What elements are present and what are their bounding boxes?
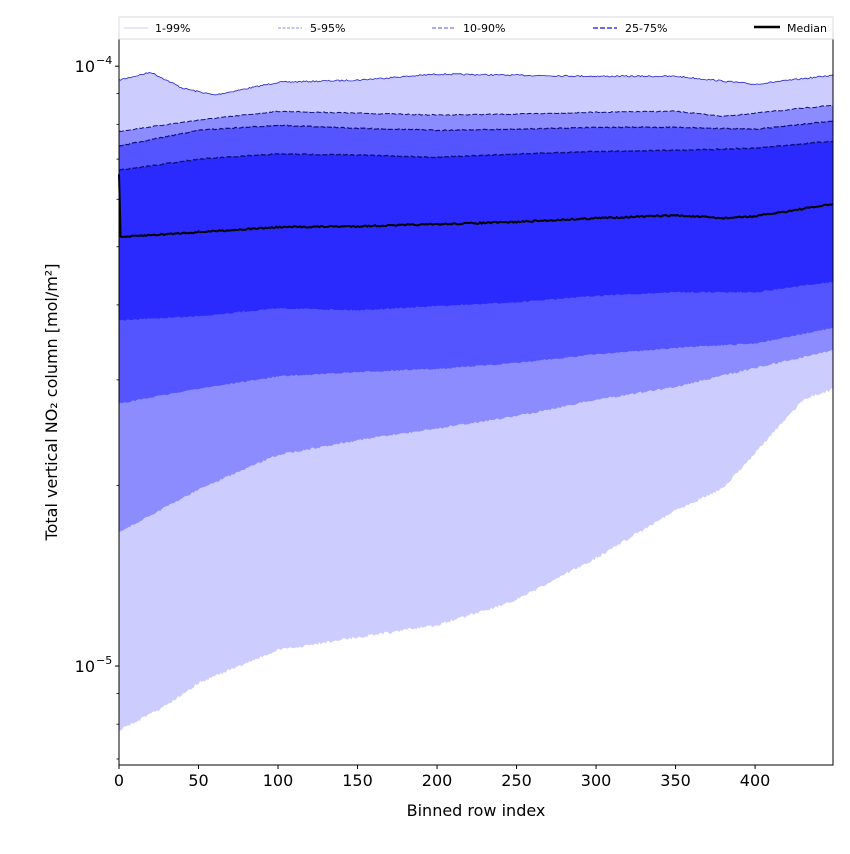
- y-axis: 10−410−5: [75, 54, 119, 760]
- x-tick-label: 50: [188, 771, 208, 790]
- x-tick-label: 300: [581, 771, 612, 790]
- x-tick-label: 0: [114, 771, 124, 790]
- legend-label-5-95: 5-95%: [310, 22, 345, 35]
- x-axis-label: Binned row index: [407, 801, 546, 820]
- x-tick-label: 150: [342, 771, 373, 790]
- line-p95: [118, 104, 834, 132]
- line-p75: [118, 140, 834, 171]
- percentile-lines: [118, 72, 834, 239]
- x-axis: 0 50 100 150 200 250 300 350 400: [114, 765, 770, 790]
- y-tick-label: 10: [75, 57, 95, 76]
- line-p90: [118, 120, 834, 147]
- legend-label-1-99: 1-99%: [155, 22, 190, 35]
- x-tick-label: 100: [263, 771, 294, 790]
- y-axis-label: Total vertical NO₂ column [mol/m²]: [42, 264, 61, 542]
- y-tick-label: 10: [75, 657, 95, 676]
- line-p99: [118, 72, 834, 96]
- band-25-75: [119, 141, 833, 321]
- legend-label-median: Median: [787, 22, 827, 35]
- y-tick-exponent: −5: [96, 654, 112, 667]
- legend-box: [118, 16, 834, 40]
- percentile-bands: [119, 72, 833, 731]
- line-median: [118, 174, 834, 239]
- legend-label-25-75: 25-75%: [625, 22, 667, 35]
- x-tick-label: 400: [740, 771, 771, 790]
- legend: 1-99% 5-95% 10-90% 25-75% Median: [118, 16, 834, 40]
- x-tick-label: 200: [422, 771, 453, 790]
- x-tick-label: 250: [501, 771, 532, 790]
- legend-label-10-90: 10-90%: [463, 22, 505, 35]
- y-tick-exponent: −4: [96, 54, 112, 67]
- x-tick-label: 350: [660, 771, 691, 790]
